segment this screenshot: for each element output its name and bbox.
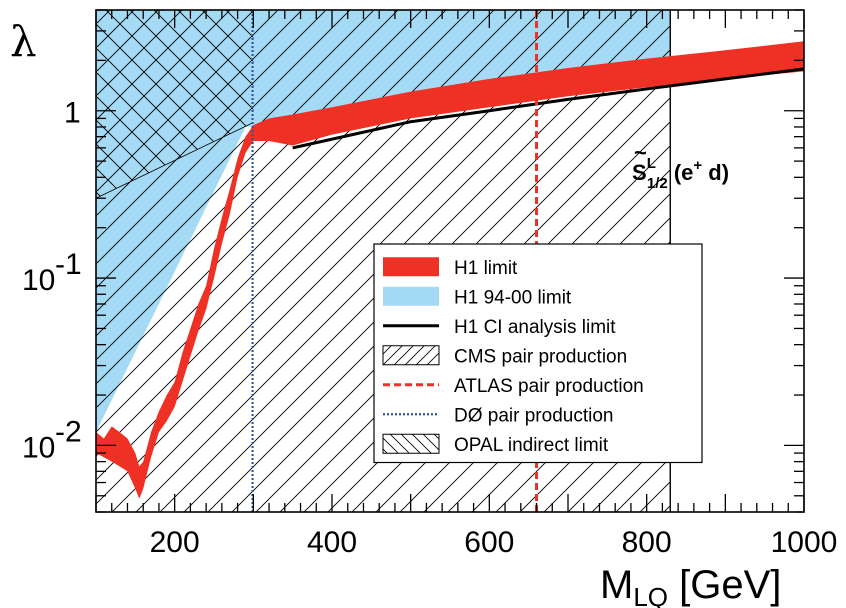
x-axis-title: MLQ [GeV] [600, 563, 781, 608]
legend-label: DØ pair production [454, 405, 613, 426]
x-tick-label: 600 [464, 526, 514, 559]
process-annotation: SL 1/2 (e+ d) [632, 155, 729, 192]
legend-entry: H1 94-00 limit [383, 286, 572, 308]
legend-label: H1 94-00 limit [454, 287, 572, 308]
y-tick-label-exponent: -2 [55, 415, 82, 448]
legend-label: ATLAS pair production [454, 376, 644, 397]
legend-entry: H1 limit [383, 257, 518, 279]
legend-swatch [383, 286, 439, 306]
legend-label: CMS pair production [454, 346, 627, 367]
legend-label: H1 CI analysis limit [454, 317, 616, 338]
y-axis-title: λ [10, 17, 37, 66]
x-tick-label: 400 [307, 526, 357, 559]
legend-swatch [382, 433, 440, 454]
process-annotation-tilde: ~ [634, 140, 647, 165]
plot-frame [95, 9, 805, 513]
legend-swatch [382, 345, 440, 366]
legend-entry: H1 CI analysis limit [383, 317, 616, 338]
legend-label: OPAL indirect limit [454, 435, 609, 456]
y-tick-label: 10 [22, 431, 55, 464]
legend-entry: CMS pair production [382, 345, 627, 367]
y-tick-label: 1 [64, 97, 81, 130]
y-tick-label: 10 [22, 264, 55, 297]
h1-ci-analysis-line [292, 67, 804, 150]
x-tick-label: 1000 [771, 526, 838, 559]
legend-label: H1 limit [454, 258, 518, 279]
legend-entry: DØ pair production [383, 405, 613, 426]
opal-indirect-limit-edge [96, 122, 254, 199]
legend-entry: OPAL indirect limit [382, 433, 609, 456]
x-tick-label: 800 [622, 526, 672, 559]
legend-swatch [383, 257, 439, 277]
y-tick-label-exponent: -1 [55, 248, 82, 281]
x-tick-label: 200 [150, 526, 200, 559]
opal-indirect-limit-hatch [96, 10, 254, 199]
legend-entry: ATLAS pair production [383, 376, 644, 397]
